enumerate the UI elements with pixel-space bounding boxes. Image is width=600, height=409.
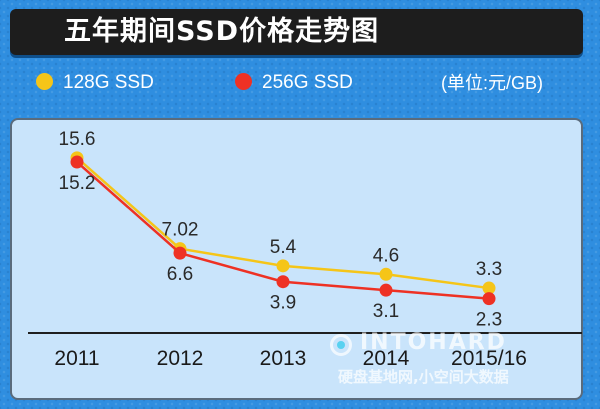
chart-panel: [10, 118, 583, 400]
data-point: [173, 246, 187, 260]
legend-label-256g: 256G SSD: [262, 72, 353, 93]
data-point: [276, 275, 290, 289]
watermark-subtitle: 硬盘基地网,小空间大数据: [338, 368, 509, 386]
data-point: [482, 292, 496, 306]
legend-item-128g: 128G SSD: [36, 70, 154, 96]
x-tick-label: 2011: [54, 347, 99, 370]
title-bar: 五年期间SSD价格走势图: [10, 9, 583, 55]
data-label: 2.3: [476, 310, 502, 331]
data-point: [482, 281, 496, 295]
data-label: 3.9: [270, 293, 296, 314]
data-label: 5.4: [270, 237, 297, 258]
data-point: [276, 259, 290, 273]
data-label: 15.6: [59, 129, 96, 150]
x-tick-label: 2013: [260, 347, 307, 370]
data-label: 4.6: [373, 245, 399, 266]
watermark-brand: INTOHARD: [360, 330, 507, 355]
data-label: 3.1: [373, 301, 399, 322]
data-label: 3.3: [476, 259, 502, 280]
watermark-logo-icon: [330, 334, 352, 356]
legend: 128G SSD 256G SSD: [0, 70, 600, 96]
legend-dot-128g: [36, 73, 53, 90]
legend-item-256g: 256G SSD: [235, 70, 353, 96]
legend-label-128g: 128G SSD: [63, 72, 154, 93]
chart-title: 五年期间SSD价格走势图: [64, 16, 380, 47]
legend-dot-256g: [235, 73, 252, 90]
data-point: [379, 283, 393, 297]
data-label: 15.2: [59, 173, 96, 194]
data-label: 6.6: [167, 264, 193, 285]
x-tick-label: 2014: [363, 347, 410, 370]
data-label: 7.02: [162, 220, 199, 241]
data-point: [70, 155, 84, 169]
unit-label: (单位:元/GB): [441, 73, 543, 93]
data-point: [379, 267, 393, 281]
x-tick-label: 2012: [157, 347, 204, 370]
x-tick-label: 2015/16: [451, 347, 527, 370]
